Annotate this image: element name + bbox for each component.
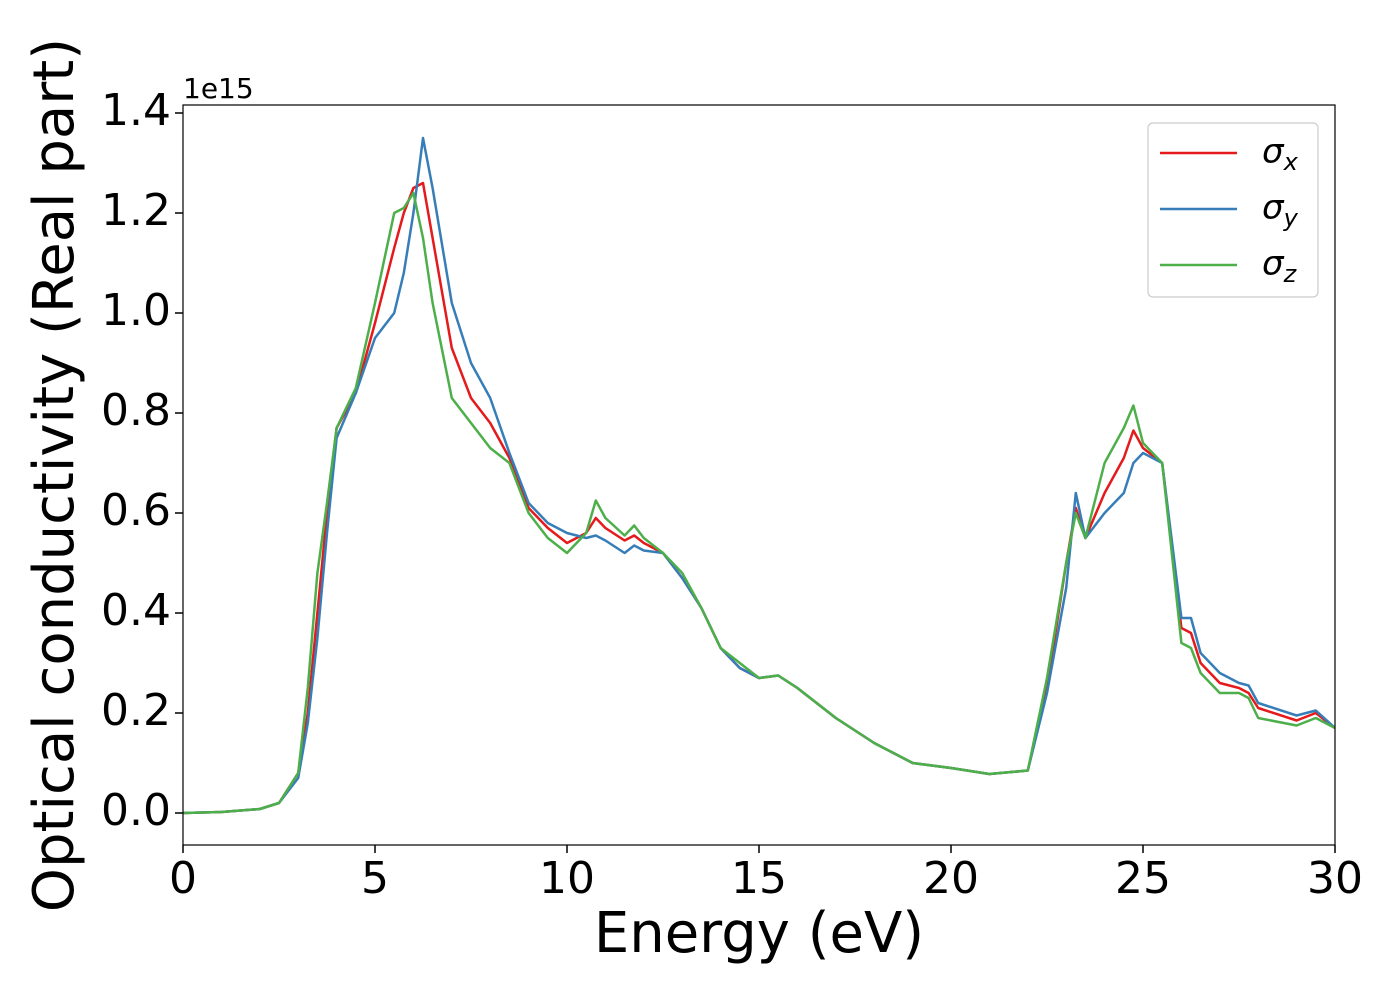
y-offset-label: 1e15	[183, 72, 254, 105]
y-axis-label: Optical conductivity (Real part)	[22, 38, 87, 912]
y-tick-label: 1.4	[101, 85, 171, 136]
y-tick-label: 0.2	[101, 685, 171, 736]
x-axis-label: Energy (eV)	[594, 901, 924, 966]
x-tick-label: 5	[361, 853, 389, 904]
y-tick-label: 0.0	[101, 785, 171, 836]
y-tick-label: 1.0	[101, 285, 171, 336]
x-tick-label: 10	[539, 853, 595, 904]
y-tick-label: 0.4	[101, 585, 171, 636]
x-tick-label: 0	[169, 853, 197, 904]
y-tick-label: 1.2	[101, 185, 171, 236]
series-line	[183, 191, 1335, 815]
plot-frame	[182, 104, 1336, 846]
x-tick-label: 20	[923, 853, 979, 904]
y-tick-label: 0.8	[101, 385, 171, 436]
x-tick-label: 15	[731, 853, 787, 904]
x-tick-label: 30	[1307, 853, 1363, 904]
y-tick-label: 0.6	[101, 485, 171, 536]
x-tick-label: 25	[1115, 853, 1171, 904]
